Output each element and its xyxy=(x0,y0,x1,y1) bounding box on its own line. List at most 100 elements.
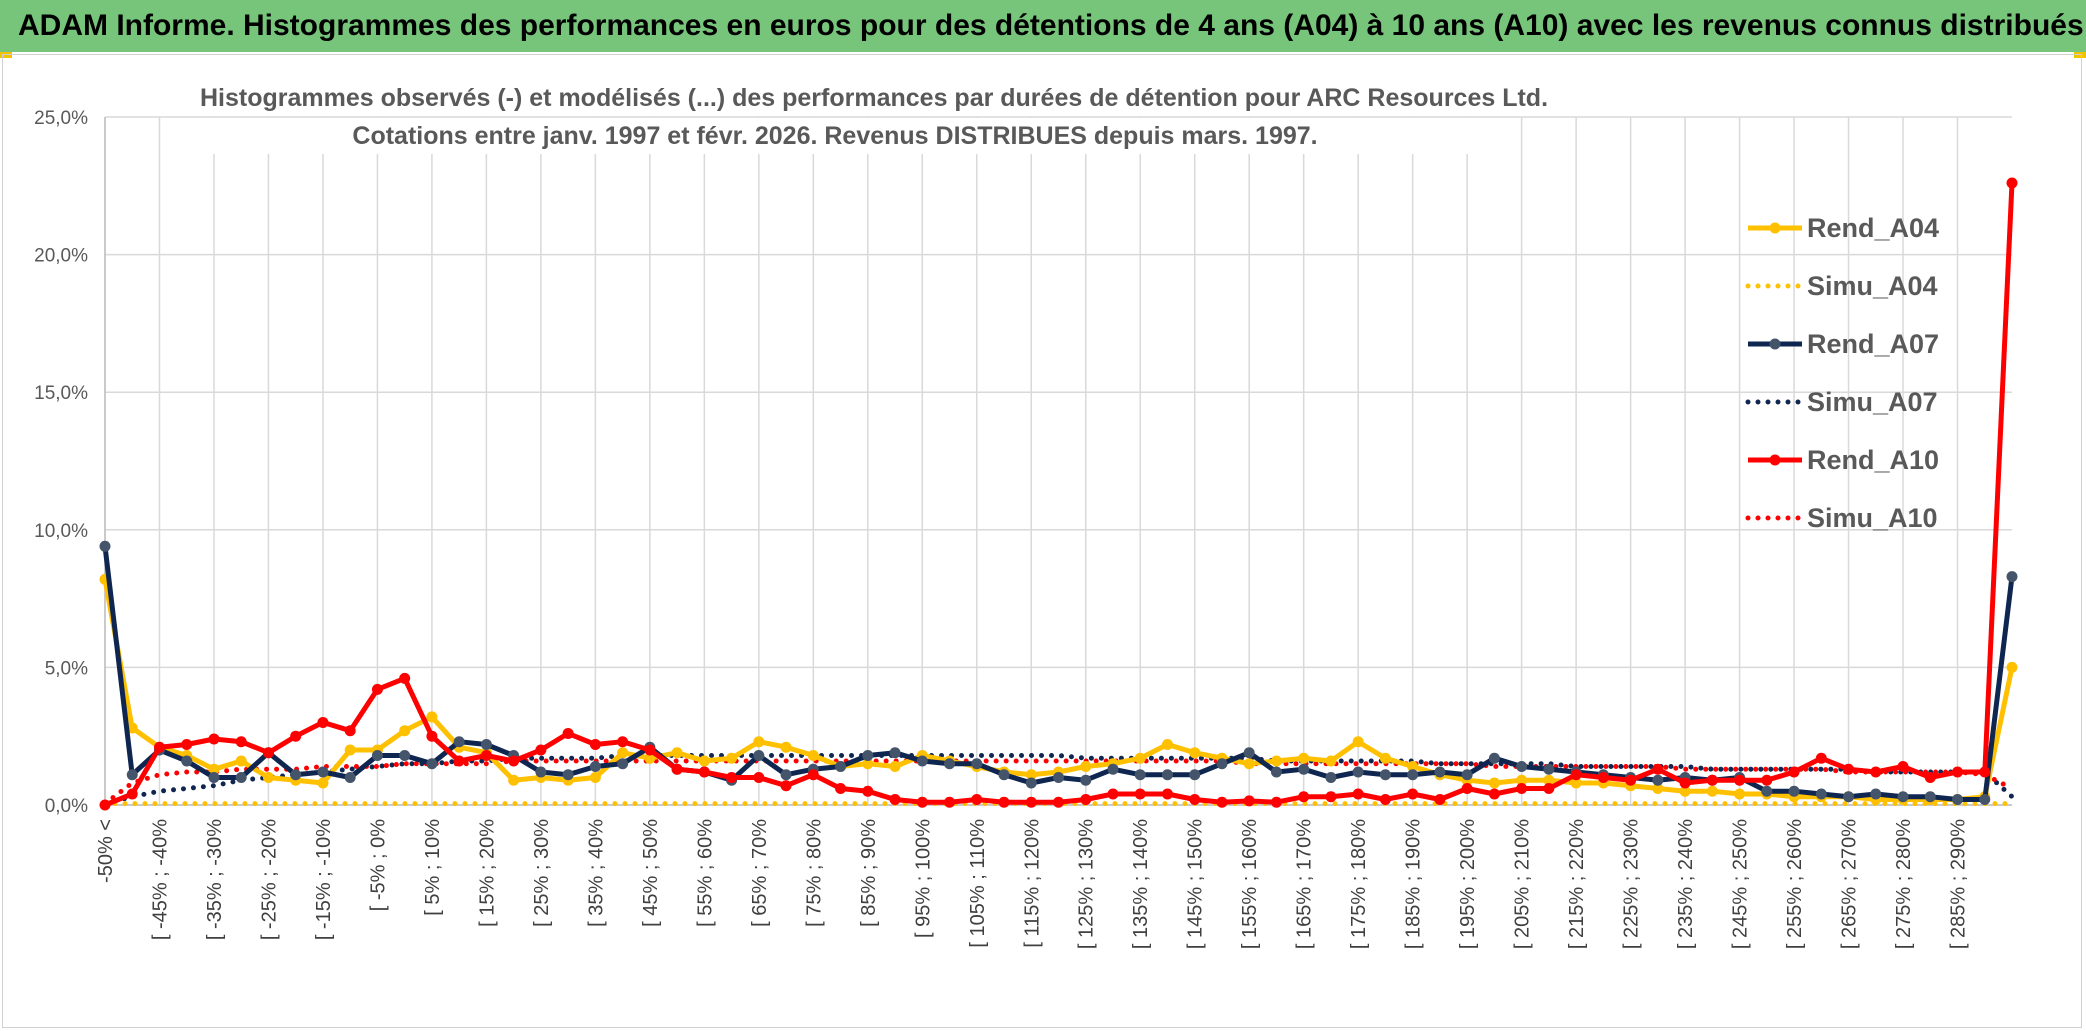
data-point-rend-a10 xyxy=(998,796,1010,808)
data-point-rend-a10 xyxy=(1325,791,1337,803)
y-tick-label: 5,0% xyxy=(45,658,88,679)
data-point-rend-a04 xyxy=(889,760,901,772)
data-point-rend-a07 xyxy=(2006,571,2018,583)
data-point-rend-a10 xyxy=(1134,788,1146,800)
data-point-rend-a10 xyxy=(1270,796,1282,808)
data-point-rend-a07 xyxy=(1761,785,1773,797)
legend-item-simu-a04: Simu_A04 xyxy=(1735,268,1938,326)
data-point-rend-a07 xyxy=(1924,791,1936,803)
data-point-rend-a10 xyxy=(671,763,683,775)
data-point-rend-a10 xyxy=(2006,177,2018,189)
data-point-rend-a10 xyxy=(835,782,847,794)
data-point-rend-a07 xyxy=(426,758,438,770)
data-point-rend-a04 xyxy=(1161,738,1173,750)
chart-frame xyxy=(2,54,2082,1028)
data-point-rend-a10 xyxy=(1161,788,1173,800)
data-point-rend-a07 xyxy=(1134,769,1146,781)
data-point-rend-a07 xyxy=(862,749,874,761)
data-point-rend-a10 xyxy=(181,738,193,750)
data-point-rend-a10 xyxy=(1189,793,1201,805)
x-tick-label: [ 25% ; 30% xyxy=(531,819,553,927)
data-point-rend-a07 xyxy=(399,749,411,761)
data-point-rend-a10 xyxy=(1053,796,1064,808)
x-tick-label: [ -5% ; 0% xyxy=(367,819,389,911)
data-point-rend-a07 xyxy=(1870,788,1882,800)
x-tick-label: [ 95% ; 100% xyxy=(912,819,934,938)
data-point-rend-a04 xyxy=(1379,752,1391,764)
data-point-rend-a04 xyxy=(235,755,247,767)
data-point-rend-a10 xyxy=(99,799,111,811)
data-point-rend-a10 xyxy=(698,766,710,778)
data-point-rend-a04 xyxy=(589,771,601,783)
x-tick-label: [ 285% ; 290% xyxy=(1948,819,1970,949)
data-point-rend-a10 xyxy=(1461,782,1473,794)
data-point-rend-a07 xyxy=(1897,791,1909,803)
legend-label: Rend_A10 xyxy=(1807,445,1940,475)
data-point-rend-a10 xyxy=(1952,766,1964,778)
chart-subtitle: Cotations entre janv. 1997 et févr. 2026… xyxy=(200,118,1470,154)
chart-legend: Rend_A04 Simu_A04 Rend_A07 Simu_A07 Rend_A10… xyxy=(1735,210,1939,558)
data-point-rend-a10 xyxy=(1597,771,1609,783)
data-point-rend-a10 xyxy=(753,771,765,783)
data-point-rend-a04 xyxy=(1679,785,1691,797)
data-point-rend-a10 xyxy=(1815,752,1827,764)
data-point-rend-a07 xyxy=(99,540,111,552)
data-point-rend-a07 xyxy=(617,758,629,770)
data-point-rend-a10 xyxy=(235,736,247,748)
x-tick-label: [ -15% ; -10% xyxy=(313,819,335,940)
data-point-rend-a04 xyxy=(2006,661,2018,673)
data-point-rend-a04 xyxy=(1298,752,1310,764)
x-tick-label: -50% < xyxy=(95,819,117,883)
x-tick-label: [ 205% ; 210% xyxy=(1512,819,1534,949)
data-point-rend-a07 xyxy=(916,755,928,767)
data-point-rend-a10 xyxy=(1434,793,1446,805)
data-point-rend-a10 xyxy=(916,796,928,808)
data-point-rend-a10 xyxy=(726,771,738,783)
data-point-rend-a04 xyxy=(698,755,710,767)
corner-accent-left xyxy=(0,52,12,58)
legend-label: Rend_A07 xyxy=(1807,329,1940,359)
data-point-rend-a10 xyxy=(1870,766,1882,778)
data-point-rend-a10 xyxy=(535,744,547,756)
data-point-rend-a04 xyxy=(1270,755,1282,767)
data-point-rend-a07 xyxy=(290,769,302,781)
data-point-rend-a10 xyxy=(1979,766,1991,778)
y-tick-label: 20,0% xyxy=(34,246,88,267)
data-point-rend-a10 xyxy=(262,747,274,759)
data-point-rend-a07 xyxy=(1434,766,1446,778)
data-point-rend-a04 xyxy=(617,747,629,759)
data-point-rend-a10 xyxy=(426,730,438,742)
data-point-rend-a07 xyxy=(453,736,465,748)
data-point-rend-a10 xyxy=(1543,782,1555,794)
data-point-rend-a10 xyxy=(1516,782,1528,794)
data-point-rend-a10 xyxy=(290,730,302,742)
data-point-rend-a07 xyxy=(181,755,193,767)
data-point-rend-a10 xyxy=(1352,788,1364,800)
x-tick-label: [ -45% ; -40% xyxy=(149,819,171,940)
data-point-rend-a10 xyxy=(1625,774,1637,786)
data-point-rend-a07 xyxy=(1270,766,1282,778)
data-point-rend-a04 xyxy=(208,763,220,775)
data-point-rend-a07 xyxy=(1107,763,1119,775)
x-tick-label: [ 155% ; 160% xyxy=(1239,819,1261,949)
legend-swatch-simu-a10 xyxy=(1745,515,1805,521)
data-point-rend-a10 xyxy=(480,749,492,761)
legend-swatch-rend-a04 xyxy=(1748,222,1802,234)
data-point-rend-a10 xyxy=(317,716,329,728)
x-tick-label: [ 165% ; 170% xyxy=(1294,819,1316,949)
data-point-rend-a07 xyxy=(562,769,574,781)
x-tick-label: [ 105% ; 110% xyxy=(967,819,989,948)
y-tick-label: 15,0% xyxy=(34,383,88,404)
series-line-simu-a10 xyxy=(102,758,2015,807)
x-tick-label: [ -35% ; -30% xyxy=(204,819,226,940)
data-point-rend-a04 xyxy=(1134,752,1146,764)
data-point-rend-a10 xyxy=(1243,795,1255,807)
data-point-rend-a07 xyxy=(1189,769,1201,781)
data-point-rend-a07 xyxy=(889,747,901,759)
data-point-rend-a10 xyxy=(889,793,901,805)
corner-accent-right xyxy=(2074,52,2086,58)
legend-item-rend-a04: Rend_A04 xyxy=(1735,210,1939,268)
data-point-rend-a04 xyxy=(1243,758,1255,770)
chart-title: Histogrammes observés (-) et modélisés (… xyxy=(200,80,1548,116)
data-point-rend-a10 xyxy=(862,785,874,797)
